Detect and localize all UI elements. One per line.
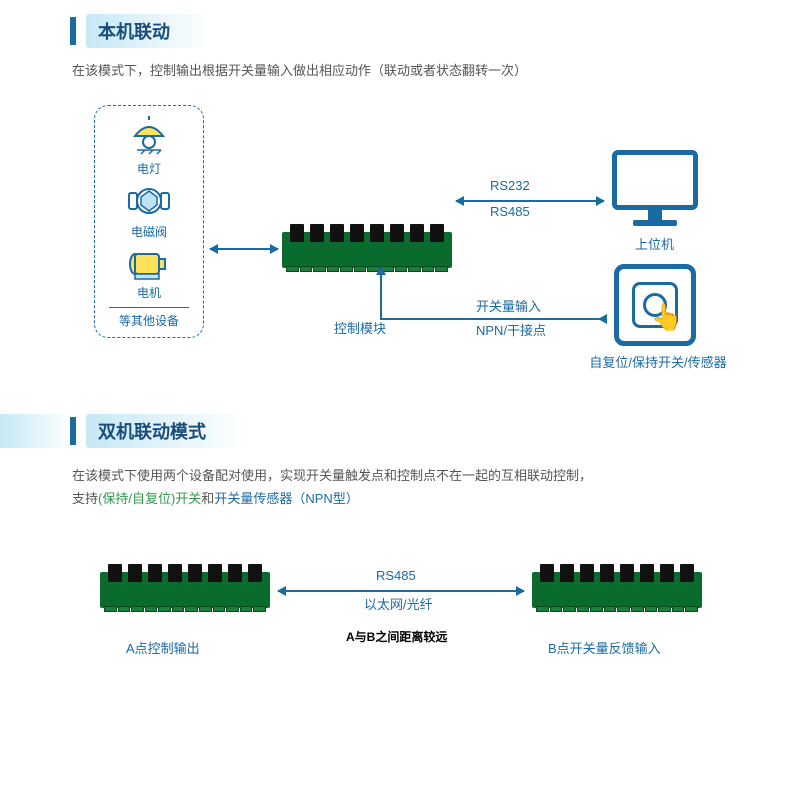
- desc2-support: 支持: [72, 491, 98, 506]
- switch-box: 👆: [614, 264, 696, 346]
- distance-note: A与B之间距离较远: [346, 628, 447, 645]
- header-bar: [70, 17, 76, 45]
- pcb-a: [100, 572, 270, 608]
- motor-label: 电机: [137, 284, 161, 301]
- header2-bg-extend: [0, 414, 72, 448]
- control-module-label: 控制模块: [310, 318, 410, 337]
- valve-icon: [127, 181, 171, 221]
- lamp-icon: [127, 116, 171, 158]
- section1-desc: 在该模式下，控制输出根据开关量输入做出相应动作（联动或者状态翻转一次）: [72, 60, 527, 79]
- motor-icon: [127, 244, 171, 282]
- conn-proto2-label: 以太网/光纤: [364, 594, 433, 613]
- devices-box: 电灯 电磁阀 电机 等其他设备: [94, 105, 204, 338]
- header-pill: 本机联动: [86, 14, 210, 48]
- monitor-icon: [612, 150, 698, 210]
- host-monitor: [612, 150, 698, 226]
- switch-input1-label: 开关量输入: [476, 296, 541, 315]
- conn-proto1-label: RS485: [376, 568, 416, 583]
- desc2-green: (保持/自复位)开关: [98, 491, 201, 506]
- section2-header: 双机联动模式: [70, 414, 246, 448]
- rs485-label: RS485: [490, 204, 530, 219]
- device-valve: 电磁阀: [127, 181, 171, 240]
- header-bar-2: [70, 417, 76, 445]
- desc2-line1: 在该模式下使用两个设备配对使用，实现开关量触发点和控制点不在一起的互相联动控制，: [72, 468, 592, 483]
- section1-title: 本机联动: [98, 22, 170, 42]
- desc2-blue: 开关量传感器（NPN型）: [214, 491, 358, 506]
- point-a-label: A点控制输出: [126, 638, 200, 657]
- other-devices-label: 等其他设备: [119, 312, 179, 329]
- section2-desc: 在该模式下使用两个设备配对使用，实现开关量触发点和控制点不在一起的互相联动控制，…: [72, 464, 732, 511]
- hand-icon: 👆: [651, 302, 683, 333]
- desc2-and: 和: [201, 491, 214, 506]
- arrow-devices-pcb: [210, 248, 278, 250]
- arrow-a-b: [278, 590, 524, 592]
- arrow-pcb-host: [456, 200, 604, 202]
- point-b-label: B点开关量反馈输入: [548, 638, 661, 657]
- section2-title: 双机联动模式: [98, 422, 206, 442]
- switch-button-icon: 👆: [632, 282, 678, 328]
- devices-divider: [109, 307, 189, 308]
- device-motor: 电机: [127, 244, 171, 301]
- valve-label: 电磁阀: [131, 223, 167, 240]
- section1-header: 本机联动: [70, 14, 210, 48]
- lamp-label: 电灯: [137, 160, 161, 177]
- device-lamp: 电灯: [127, 116, 171, 177]
- switch-input2-label: NPN/干接点: [476, 320, 546, 339]
- host-label: 上位机: [635, 234, 674, 253]
- pcb-b: [532, 572, 702, 608]
- rs232-label: RS232: [490, 178, 530, 193]
- switch-type-label: 自复位/保持开关/传感器: [568, 352, 748, 371]
- header-pill-2: 双机联动模式: [86, 414, 246, 448]
- control-module-pcb: [282, 232, 452, 268]
